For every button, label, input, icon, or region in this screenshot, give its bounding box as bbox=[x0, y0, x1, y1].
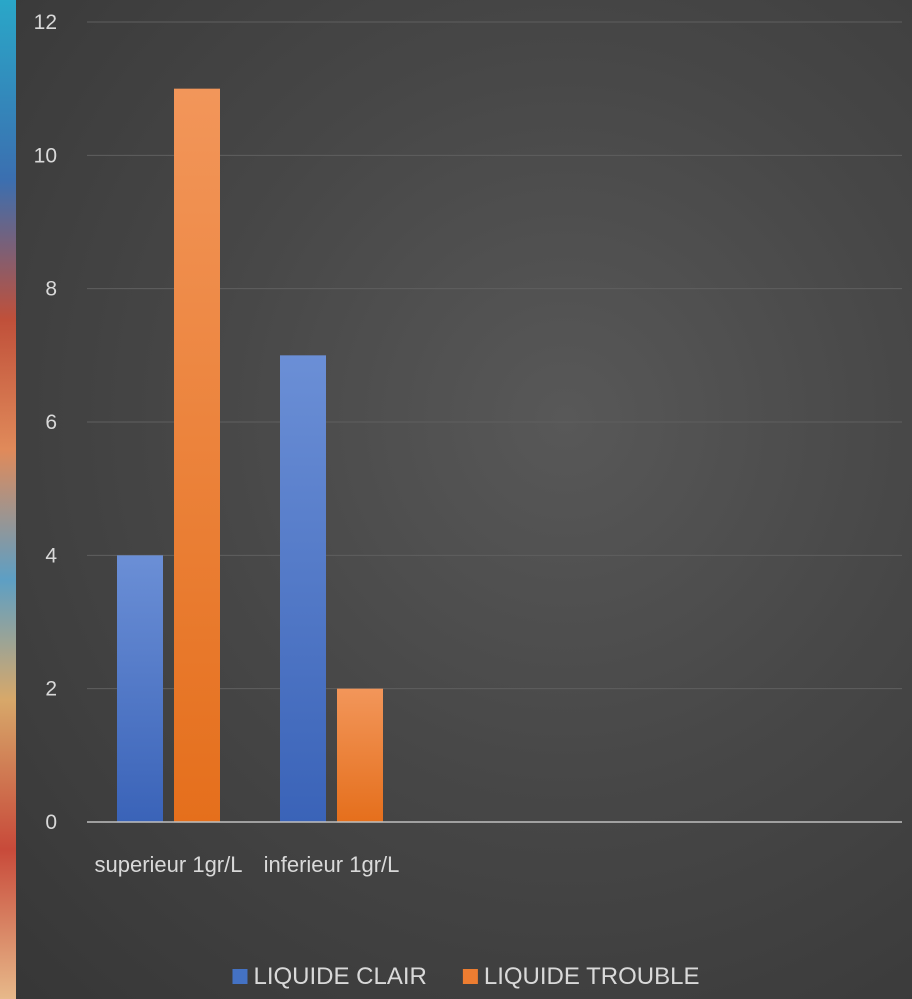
y-tick-label: 8 bbox=[45, 278, 57, 301]
legend-label-liquide-clair: LIQUIDE CLAIR bbox=[253, 963, 426, 990]
x-category-label: inferieur 1gr/L bbox=[264, 852, 400, 877]
bar-liquide-clair-2 bbox=[280, 355, 326, 822]
x-axis: superieur 1gr/L inferieur 1gr/L bbox=[87, 822, 902, 877]
y-tick-label: 4 bbox=[45, 544, 57, 567]
legend-swatch-liquide-trouble bbox=[463, 969, 478, 984]
y-tick-label: 12 bbox=[34, 11, 57, 34]
bar-liquide-trouble-2 bbox=[337, 689, 383, 822]
bars bbox=[117, 89, 383, 822]
y-tick-label: 6 bbox=[45, 411, 57, 434]
y-tick-label: 0 bbox=[45, 811, 57, 834]
y-tick-label: 2 bbox=[45, 678, 57, 701]
bar-liquide-clair-1 bbox=[117, 555, 163, 822]
y-axis: 0 2 4 6 8 10 12 bbox=[34, 11, 58, 834]
y-tick-label: 10 bbox=[34, 144, 57, 167]
legend-label-liquide-trouble: LIQUIDE TROUBLE bbox=[484, 963, 700, 990]
x-category-label: superieur 1gr/L bbox=[95, 852, 243, 877]
legend-swatch-liquide-clair bbox=[232, 969, 247, 984]
legend: LIQUIDE CLAIR LIQUIDE TROUBLE bbox=[232, 963, 699, 990]
bar-liquide-trouble-1 bbox=[174, 89, 220, 822]
